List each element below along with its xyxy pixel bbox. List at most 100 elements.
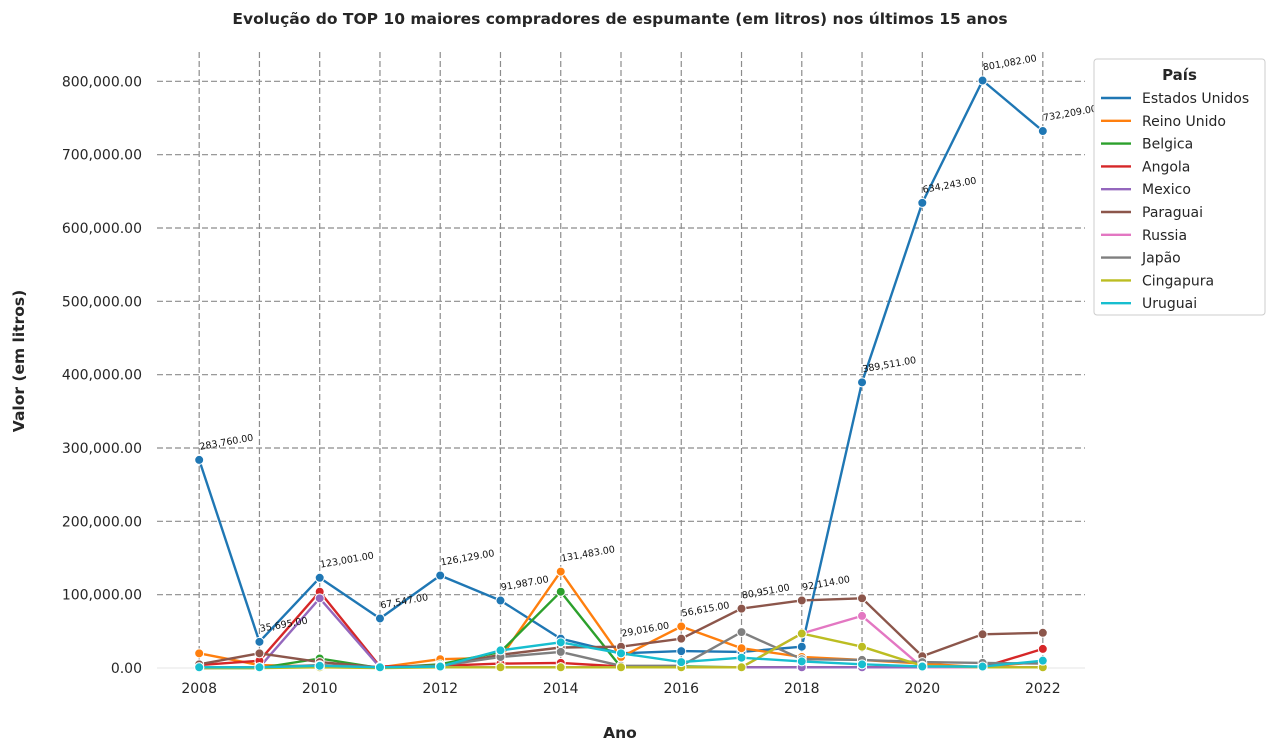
- legend-label-russia: Russia: [1142, 228, 1187, 244]
- legend-label-reino-unido: Reino Unido: [1142, 114, 1226, 130]
- data-point-uruguai: [1037, 655, 1048, 666]
- data-point-cingapura: [736, 662, 747, 673]
- data-point-reino-unido: [736, 643, 747, 654]
- data-point-japao: [736, 627, 747, 638]
- data-point-uruguai: [495, 645, 506, 656]
- data-label: 80,951.00: [741, 582, 791, 601]
- y-tick-label: 800,000.00: [62, 74, 142, 90]
- data-point-estados-unidos: [254, 636, 265, 647]
- x-tick-label: 2018: [784, 681, 820, 697]
- data-point-uruguai: [555, 637, 566, 648]
- x-tick-label: 2012: [422, 681, 458, 697]
- x-tick-label: 2014: [543, 681, 579, 697]
- y-tick-label: 100,000.00: [62, 588, 142, 604]
- x-tick-label: 2010: [302, 681, 338, 697]
- data-point-paraguai: [676, 633, 687, 644]
- data-point-estados-unidos: [1037, 126, 1048, 137]
- data-point-estados-unidos: [977, 75, 988, 86]
- data-point-cingapura: [616, 662, 626, 673]
- legend: País Estados Unidos Reino Unido Belgica Ang…: [1093, 58, 1266, 316]
- data-point-reino-unido: [676, 621, 687, 632]
- data-point-estados-unidos: [374, 613, 385, 624]
- grid-lines: [157, 52, 1085, 669]
- data-point-uruguai: [314, 660, 325, 671]
- data-point-uruguai: [917, 661, 928, 672]
- data-point-estados-unidos: [676, 646, 687, 657]
- legend-title: País: [1162, 66, 1197, 84]
- data-label: 634,243.00: [922, 176, 977, 196]
- data-point-cingapura: [555, 662, 566, 673]
- data-point-estados-unidos: [857, 377, 868, 388]
- data-point-uruguai: [857, 659, 868, 670]
- data-label: 92,114.00: [801, 574, 851, 593]
- x-axis-title: Ano: [603, 724, 637, 742]
- legend-label-uruguai: Uruguai: [1142, 296, 1197, 312]
- x-tick-label: 2016: [663, 681, 699, 697]
- data-point-estados-unidos: [194, 454, 205, 465]
- legend-label-estados-unidos: Estados Unidos: [1142, 91, 1249, 107]
- x-tick-label: 2022: [1025, 681, 1061, 697]
- data-point-estados-unidos: [495, 595, 506, 606]
- legend-label-belgica: Belgica: [1142, 137, 1193, 153]
- x-tick-label: 2020: [904, 681, 940, 697]
- legend-box: [1093, 58, 1266, 316]
- data-point-estados-unidos: [435, 570, 446, 581]
- data-point-paraguai: [1037, 627, 1048, 638]
- data-point-paraguai: [254, 648, 265, 659]
- y-tick-label: 700,000.00: [62, 148, 142, 164]
- chart-title: Evolução do TOP 10 maiores compradores d…: [232, 10, 1007, 28]
- data-point-paraguai: [857, 593, 868, 604]
- y-tick-label: 300,000.00: [62, 441, 142, 457]
- data-point-belgica: [555, 586, 566, 597]
- data-point-reino-unido: [555, 566, 566, 577]
- data-point-cingapura: [857, 641, 868, 652]
- legend-items: Estados Unidos Reino Unido Belgica Angola Me…: [1101, 91, 1249, 312]
- y-tick-label: 600,000.00: [62, 221, 142, 237]
- data-point-cingapura: [495, 662, 506, 673]
- x-axis-ticks: 2008 2010 2012 2014 2016 2018 2020 2022: [181, 681, 1060, 697]
- data-point-russia: [857, 610, 868, 621]
- data-label: 732,209.00: [1042, 104, 1097, 124]
- y-tick-label: 0.00: [111, 661, 142, 677]
- legend-label-mexico: Mexico: [1142, 182, 1191, 198]
- data-point-reino-unido: [194, 648, 205, 659]
- y-tick-label: 500,000.00: [62, 294, 142, 310]
- x-tick-label: 2008: [181, 681, 217, 697]
- legend-label-paraguai: Paraguai: [1142, 205, 1203, 221]
- legend-label-japao: Japão: [1141, 251, 1181, 267]
- data-point-mexico: [314, 593, 325, 604]
- y-axis-title: Valor (em litros): [10, 290, 28, 432]
- y-tick-label: 400,000.00: [62, 368, 142, 384]
- data-point-estados-unidos: [796, 641, 807, 652]
- data-label: 126,129.00: [440, 548, 495, 568]
- y-tick-label: 200,000.00: [62, 514, 142, 530]
- data-label: 801,082.00: [982, 53, 1037, 73]
- data-point-japao: [555, 646, 566, 657]
- data-point-cingapura: [796, 628, 807, 639]
- data-point-paraguai: [977, 629, 988, 640]
- data-point-uruguai: [435, 661, 446, 672]
- data-point-uruguai: [616, 648, 626, 659]
- y-axis-ticks: 0.00 100,000.00 200,000.00 300,000.00 400,00…: [62, 74, 142, 677]
- data-label: 123,001.00: [319, 550, 374, 570]
- data-point-estados-unidos: [314, 572, 325, 583]
- data-labels: 283,760.0035,695.00123,001.0067,547.0012…: [199, 53, 1098, 639]
- legend-label-cingapura: Cingapura: [1142, 273, 1214, 289]
- data-point-uruguai: [254, 662, 265, 673]
- data-point-estados-unidos: [917, 197, 928, 208]
- data-point-uruguai: [194, 662, 205, 673]
- data-point-uruguai: [977, 661, 988, 672]
- data-point-uruguai: [796, 656, 807, 667]
- data-label: 283,760.00: [199, 433, 254, 453]
- data-point-paraguai: [796, 595, 807, 606]
- data-label: 131,483.00: [560, 544, 615, 564]
- data-point-uruguai: [676, 657, 687, 668]
- legend-label-angola: Angola: [1142, 159, 1190, 175]
- series-points: [194, 75, 1048, 673]
- data-point-uruguai: [736, 652, 747, 663]
- data-point-uruguai: [374, 662, 385, 673]
- data-point-paraguai: [736, 603, 747, 614]
- data-point-angola: [1037, 643, 1048, 654]
- data-label: 91,987.00: [500, 574, 550, 593]
